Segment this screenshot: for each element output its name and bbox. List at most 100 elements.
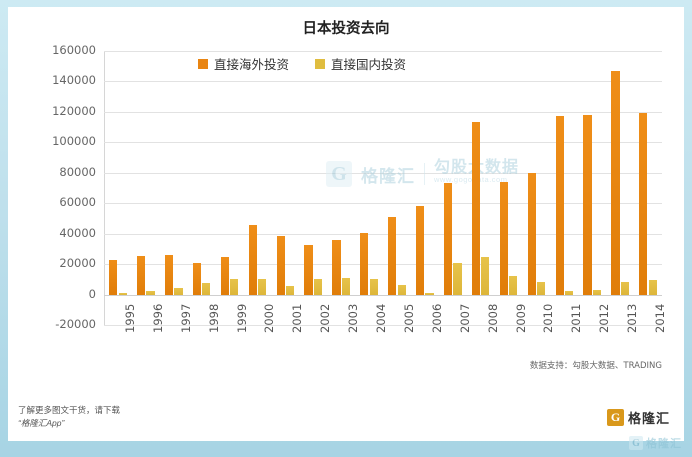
bar-overseas-2004[interactable] [360, 232, 369, 295]
x-axis-tick-label: 1998 [206, 303, 221, 333]
footer-logo: G 格隆汇 [606, 408, 670, 427]
bar-overseas-2003[interactable] [332, 239, 341, 295]
legend-item-overseas[interactable]: 直接海外投资 [198, 54, 289, 73]
y-axis-tick-label: 60000 [59, 195, 96, 210]
bar-domestic-2004[interactable] [369, 279, 378, 295]
x-axis-tick-label: 2003 [346, 303, 361, 333]
footer-promo-text: 了解更多图文干货，请下载 “格隆汇App” [18, 404, 120, 430]
bar-domestic-1998[interactable] [202, 283, 211, 295]
x-axis-tick-label: 2008 [485, 303, 500, 333]
legend-swatch-domestic [315, 58, 326, 69]
y-axis-tick-label: 160000 [52, 43, 96, 57]
bar-domestic-2010[interactable] [537, 282, 546, 295]
bar-overseas-2012[interactable] [583, 114, 592, 295]
x-axis-tick-label: 1997 [178, 303, 193, 333]
gridline [104, 325, 662, 326]
watermark-logo-icon: G [326, 161, 352, 187]
bar-overseas-1999[interactable] [220, 257, 229, 295]
bar-overseas-2005[interactable] [388, 216, 397, 295]
watermark-url-text: www.gogodata.com [434, 175, 508, 184]
source-note: 数据支持：勾股大数据、TRADING [529, 361, 662, 371]
bar-overseas-2014[interactable] [639, 113, 648, 295]
x-axis-tick-label: 1995 [122, 303, 137, 333]
y-axis-tick-label: 40000 [59, 225, 96, 240]
x-axis-tick-label: 2009 [513, 303, 528, 333]
bar-overseas-1998[interactable] [192, 263, 202, 295]
bar-domestic-2002[interactable] [313, 279, 323, 295]
bar-overseas-2007[interactable] [443, 183, 453, 295]
bar-overseas-2013[interactable] [611, 70, 620, 295]
x-axis-tick-label: 2000 [262, 303, 277, 333]
bar-domestic-2012[interactable] [592, 290, 602, 295]
bar-overseas-2008[interactable] [471, 121, 481, 295]
y-axis-tick-label: 140000 [52, 73, 96, 88]
legend-item-domestic[interactable]: 直接国内投资 [315, 54, 406, 73]
watermark-brand: G 格隆汇 勾股大数据 www.gogodata.com [326, 160, 519, 187]
gridline [104, 203, 662, 205]
chart-title: 日本投资去向 [302, 21, 390, 37]
y-axis-tick-label: 120000 [52, 103, 96, 118]
footer-logo-word: 格隆汇 [627, 411, 670, 426]
x-axis-tick-label: 2012 [597, 303, 612, 333]
legend-label-overseas: 直接海外投资 [214, 57, 290, 72]
x-axis-tick-label: 1996 [150, 303, 165, 333]
y-axis-tick-label: -20000 [55, 317, 96, 331]
y-axis-tick-label: 0 [88, 286, 96, 301]
bar-domestic-2007[interactable] [453, 262, 462, 295]
x-axis-tick-label: 2013 [625, 303, 640, 333]
bar-overseas-1997[interactable] [164, 255, 174, 295]
x-axis-tick-label: 2005 [401, 303, 416, 333]
x-axis-tick-label: 2011 [569, 303, 584, 333]
bar-domestic-2001[interactable] [285, 286, 295, 295]
bar-domestic-2009[interactable] [509, 276, 518, 295]
plot-area: G 格隆汇 勾股大数据 www.gogodata.com [104, 51, 662, 326]
footer-promo-line2: “格隆汇App” [18, 418, 65, 428]
footer-logo-icon: G [606, 409, 624, 426]
bar-domestic-2011[interactable] [564, 290, 574, 295]
bar-overseas-2000[interactable] [248, 225, 257, 295]
y-axis-tick-label: 20000 [59, 256, 96, 271]
bar-overseas-1996[interactable] [137, 255, 146, 295]
gridline [104, 111, 662, 113]
bar-domestic-2000[interactable] [258, 278, 267, 295]
x-axis-tick-label: 1999 [234, 303, 249, 333]
bar-overseas-2001[interactable] [276, 235, 285, 295]
bar-domestic-1995[interactable] [118, 293, 127, 295]
x-axis-tick-label: 2014 [653, 303, 668, 333]
watermark-brand-text: 格隆汇 [361, 166, 415, 186]
bar-domestic-1996[interactable] [146, 290, 155, 295]
x-axis-tick-label: 2006 [429, 303, 444, 333]
chart-legend: 直接海外投资 直接国内投资 [198, 54, 406, 73]
x-axis-tick-label: 2007 [457, 303, 472, 333]
bar-overseas-1995[interactable] [109, 260, 118, 295]
gridline [104, 264, 662, 266]
x-axis-tick-label: 2004 [374, 303, 389, 333]
bar-domestic-2006[interactable] [425, 293, 434, 295]
corner-logo-word: 格隆汇 [646, 438, 682, 450]
bar-domestic-1999[interactable] [230, 278, 239, 295]
footer-promo-line1: 了解更多图文干货，请下载 [18, 405, 121, 415]
legend-swatch-overseas [198, 58, 208, 69]
gridline [104, 233, 662, 235]
bar-overseas-2006[interactable] [416, 206, 425, 295]
bar-overseas-2009[interactable] [499, 181, 508, 295]
bar-domestic-2005[interactable] [397, 284, 406, 295]
bar-overseas-2002[interactable] [304, 245, 313, 295]
bar-overseas-2010[interactable] [527, 172, 536, 295]
bar-domestic-2008[interactable] [481, 257, 490, 295]
y-axis-tick-label: 80000 [59, 164, 96, 179]
chart-card: 日本投资去向 直接海外投资 直接国内投资 160000 140000 120000 1… [8, 7, 684, 389]
bar-domestic-2014[interactable] [648, 280, 657, 295]
x-axis-tick-label: 2002 [318, 303, 333, 333]
bar-domestic-2013[interactable] [620, 282, 629, 295]
legend-label-domestic: 直接国内投资 [331, 57, 407, 72]
gridline [104, 294, 662, 296]
x-axis-tick-label: 2010 [541, 303, 556, 333]
gridline [104, 81, 662, 83]
bar-overseas-2011[interactable] [555, 116, 564, 295]
x-axis-tick-label: 2001 [290, 303, 305, 333]
bar-domestic-2003[interactable] [341, 277, 350, 295]
bar-domestic-1997[interactable] [174, 288, 183, 295]
gridline [104, 142, 662, 144]
